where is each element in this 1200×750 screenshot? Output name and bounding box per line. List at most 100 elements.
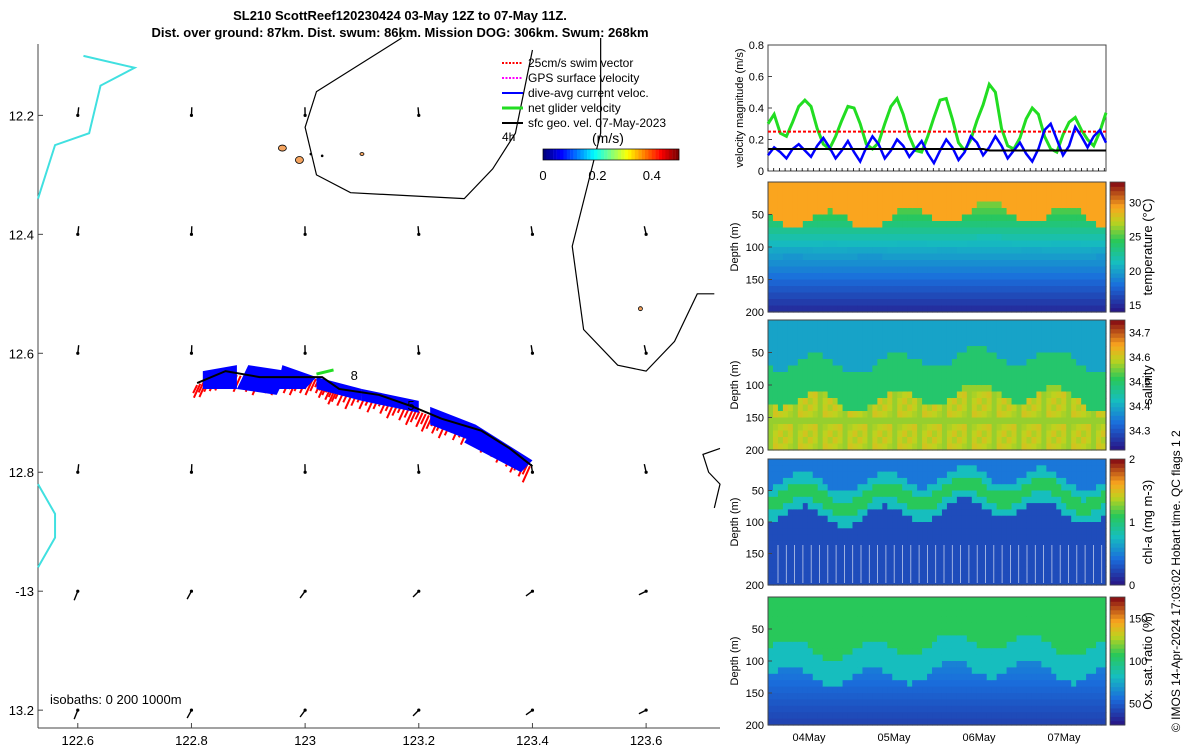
section-cell bbox=[1096, 372, 1102, 380]
section-cell bbox=[792, 471, 799, 479]
section-cell bbox=[1046, 484, 1052, 492]
section-cell bbox=[852, 603, 859, 611]
section-cell bbox=[772, 182, 779, 190]
section-cell bbox=[782, 566, 789, 573]
section-cell bbox=[1096, 201, 1102, 209]
section-cell bbox=[842, 430, 849, 438]
section-cell bbox=[1091, 559, 1097, 567]
section-cell bbox=[981, 221, 988, 229]
section-cell bbox=[847, 320, 854, 328]
section-cell bbox=[782, 365, 789, 373]
section-cell bbox=[1056, 339, 1062, 347]
sfc-geo-arrow-head bbox=[76, 708, 80, 712]
section-cell bbox=[802, 667, 809, 675]
section-cell bbox=[862, 299, 869, 307]
section-cell bbox=[787, 705, 794, 713]
section-cell bbox=[772, 572, 779, 580]
section-cell bbox=[976, 509, 983, 517]
section-cell bbox=[971, 320, 978, 328]
section-colorbar-cell bbox=[1110, 264, 1125, 270]
section-cell bbox=[802, 352, 809, 360]
section-cell bbox=[797, 515, 804, 523]
section-cell bbox=[837, 430, 844, 438]
section-cell bbox=[1001, 496, 1008, 504]
section-cell bbox=[807, 578, 814, 586]
section-cell bbox=[768, 635, 774, 643]
section-cell bbox=[1086, 352, 1092, 360]
section-cell bbox=[1076, 365, 1082, 373]
section-cell bbox=[1096, 391, 1102, 399]
section-cell bbox=[857, 654, 864, 662]
section-cell bbox=[1041, 253, 1047, 261]
section-cell bbox=[852, 260, 859, 268]
section-cell bbox=[1021, 378, 1028, 386]
section-cell bbox=[807, 352, 814, 360]
section-cell bbox=[1036, 553, 1042, 561]
section-cell bbox=[971, 346, 978, 354]
section-cell bbox=[927, 240, 933, 248]
section-cell bbox=[1051, 528, 1057, 536]
section-cell bbox=[777, 339, 784, 347]
section-cell bbox=[1031, 266, 1038, 274]
section-cell bbox=[1071, 503, 1077, 510]
section-cell bbox=[1096, 509, 1102, 517]
section-cell bbox=[1046, 195, 1052, 203]
section-cell bbox=[1036, 292, 1042, 300]
section-cell bbox=[777, 417, 784, 425]
section-cell bbox=[777, 430, 784, 438]
section-cell bbox=[857, 609, 864, 617]
section-cell bbox=[792, 484, 799, 492]
section-cell bbox=[966, 459, 973, 466]
section-cell bbox=[847, 540, 854, 548]
section-cell bbox=[1051, 572, 1057, 580]
section-cell bbox=[971, 553, 978, 561]
section-cell bbox=[1051, 214, 1057, 222]
section-cell bbox=[797, 188, 804, 196]
section-cell bbox=[976, 221, 983, 229]
section-cell bbox=[927, 279, 933, 287]
section-cell bbox=[837, 661, 844, 668]
section-cell bbox=[1041, 566, 1047, 573]
section-cell bbox=[1006, 201, 1013, 209]
section-cell bbox=[1006, 320, 1013, 328]
section-cell bbox=[1001, 417, 1008, 425]
section-cell bbox=[932, 333, 938, 341]
section-cell bbox=[842, 443, 849, 451]
section-cell bbox=[862, 305, 869, 313]
section-cell bbox=[1056, 534, 1062, 542]
section-cell bbox=[971, 339, 978, 347]
section-cell bbox=[882, 326, 888, 334]
section-cell bbox=[857, 477, 864, 485]
section-cell bbox=[966, 260, 973, 268]
section-cell bbox=[1041, 227, 1047, 235]
section-cell bbox=[802, 540, 809, 548]
section-cell bbox=[1071, 437, 1077, 445]
section-cell bbox=[867, 221, 873, 229]
section-cell bbox=[832, 286, 839, 294]
colorbar-cell bbox=[617, 149, 622, 160]
section-cell bbox=[1061, 266, 1067, 274]
section-cell bbox=[802, 603, 809, 611]
section-cell bbox=[807, 566, 814, 573]
section-cell bbox=[827, 712, 834, 720]
section-cell bbox=[797, 603, 804, 611]
section-cell bbox=[822, 260, 829, 268]
section-cell bbox=[1056, 496, 1062, 504]
section-cell bbox=[872, 359, 878, 367]
section-cell bbox=[867, 260, 873, 268]
section-cell bbox=[1046, 430, 1052, 438]
section-cell bbox=[927, 365, 933, 373]
section-cell bbox=[837, 484, 844, 492]
section-cell bbox=[1026, 385, 1033, 393]
section-cell bbox=[827, 597, 834, 604]
section-cell bbox=[917, 443, 923, 451]
section-cell bbox=[797, 320, 804, 328]
section-colorbar-cell bbox=[1110, 380, 1125, 386]
section-cell bbox=[862, 404, 869, 412]
section-cell bbox=[822, 522, 829, 529]
section-cell bbox=[1026, 182, 1033, 190]
section-cell bbox=[902, 214, 908, 222]
section-cell bbox=[996, 540, 1003, 548]
section-cell bbox=[917, 547, 923, 555]
section-cell bbox=[1036, 182, 1042, 190]
